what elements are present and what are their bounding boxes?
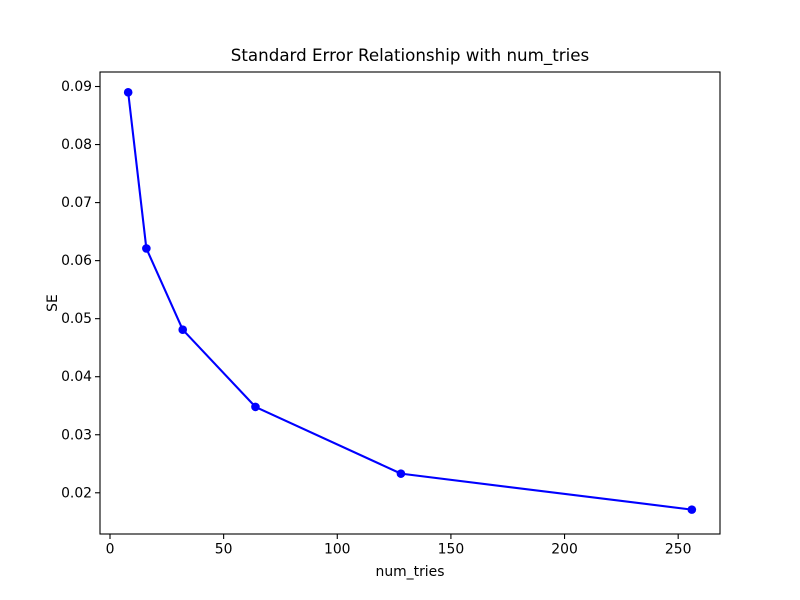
x-tick-label: 100 bbox=[324, 542, 351, 558]
y-tick-label: 0.04 bbox=[61, 369, 92, 385]
y-tick-label: 0.09 bbox=[61, 79, 92, 95]
y-tick-label: 0.02 bbox=[61, 485, 92, 501]
data-point bbox=[123, 88, 133, 97]
x-tick-label: 200 bbox=[551, 542, 578, 558]
x-tick-label: 250 bbox=[665, 542, 692, 558]
y-tick-label: 0.05 bbox=[61, 311, 92, 327]
data-line bbox=[127, 91, 693, 511]
data-point bbox=[396, 469, 406, 478]
x-tick-label: 150 bbox=[438, 542, 465, 558]
y-axis-label: SE bbox=[45, 294, 61, 312]
data-point bbox=[687, 505, 697, 514]
x-tick-label: 50 bbox=[215, 542, 233, 558]
data-point bbox=[178, 325, 188, 334]
plot-area: 0 50 100 150 200 250 0.02 0.03 0.04 0.05 0.06 0.07 0… bbox=[61, 71, 721, 558]
y-tick-label: 0.08 bbox=[61, 137, 92, 153]
y-tick-label: 0.06 bbox=[61, 253, 92, 269]
x-axis-label: num_tries bbox=[376, 564, 445, 580]
plot-border bbox=[99, 71, 721, 535]
x-tick-label: 0 bbox=[106, 542, 115, 558]
data-point bbox=[142, 244, 151, 253]
data-point bbox=[251, 402, 260, 412]
y-tick-label: 0.03 bbox=[61, 427, 92, 443]
y-tick-label: 0.07 bbox=[61, 195, 92, 211]
chart-title: Standard Error Relationship with num_tri… bbox=[231, 45, 589, 66]
